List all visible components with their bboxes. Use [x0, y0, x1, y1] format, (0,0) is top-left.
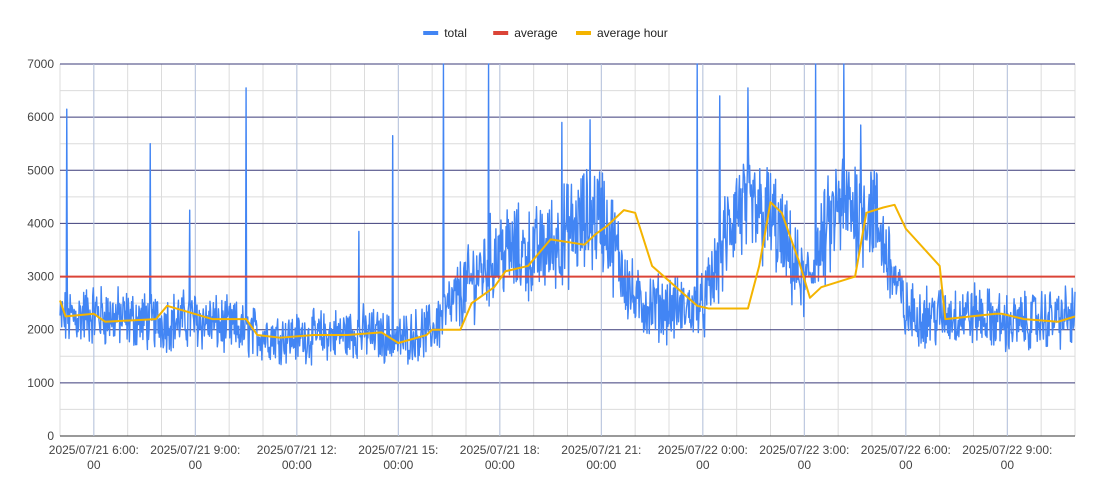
x-tick-label: 2025/07/21 15: [358, 443, 438, 457]
series-line-average-hour [59, 201, 1076, 344]
y-tick-label: 6000 [27, 110, 54, 124]
x-tick-label: 2025/07/21 9:00: [150, 443, 240, 457]
x-tick-label: 2025/07/21 18: [460, 443, 540, 457]
y-tick-label: 7000 [27, 57, 54, 71]
legend-item-total[interactable]: total [423, 26, 467, 40]
x-tick-label-line2: 00 [189, 458, 203, 472]
grid [59, 63, 1076, 437]
legend-label: average [514, 26, 558, 40]
y-tick-label: 3000 [27, 270, 54, 284]
legend: total average average hour [423, 26, 668, 40]
y-tick-label: 4000 [27, 216, 54, 230]
x-tick-label-line2: 00:00 [383, 458, 413, 472]
y-tick-label: 5000 [27, 163, 54, 177]
legend-label: total [444, 26, 467, 40]
x-tick-label-line2: 00:00 [586, 458, 616, 472]
x-tick-label: 2025/07/22 6:00: [861, 443, 951, 457]
y-axis: 0 1000 2000 3000 4000 5000 6000 7000 [27, 57, 54, 443]
x-tick-label-line2: 00 [899, 458, 913, 472]
y-tick-label: 1000 [27, 376, 54, 390]
x-tick-label: 2025/07/22 9:00: [962, 443, 1052, 457]
x-tick-label-line2: 00 [696, 458, 710, 472]
x-tick-label-line2: 00 [87, 458, 101, 472]
x-tick-label-line2: 00 [1001, 458, 1015, 472]
legend-item-average-hour[interactable]: average hour [576, 26, 668, 40]
y-tick-label: 2000 [27, 323, 54, 337]
x-tick-label: 2025/07/22 3:00: [759, 443, 849, 457]
x-tick-label: 2025/07/22 0:00: [658, 443, 748, 457]
legend-label: average hour [597, 26, 668, 40]
x-tick-label-line2: 00:00 [485, 458, 515, 472]
legend-item-average[interactable]: average [493, 26, 558, 40]
x-tick-label: 2025/07/21 21: [561, 443, 641, 457]
y-tick-label: 0 [47, 429, 54, 443]
series-line-total [59, 63, 1076, 366]
x-tick-label-line2: 00:00 [282, 458, 312, 472]
series-layer [59, 63, 1076, 366]
x-tick-label: 2025/07/21 12: [257, 443, 337, 457]
x-tick-label: 2025/07/21 6:00: [49, 443, 139, 457]
x-tick-label-line2: 00 [798, 458, 812, 472]
